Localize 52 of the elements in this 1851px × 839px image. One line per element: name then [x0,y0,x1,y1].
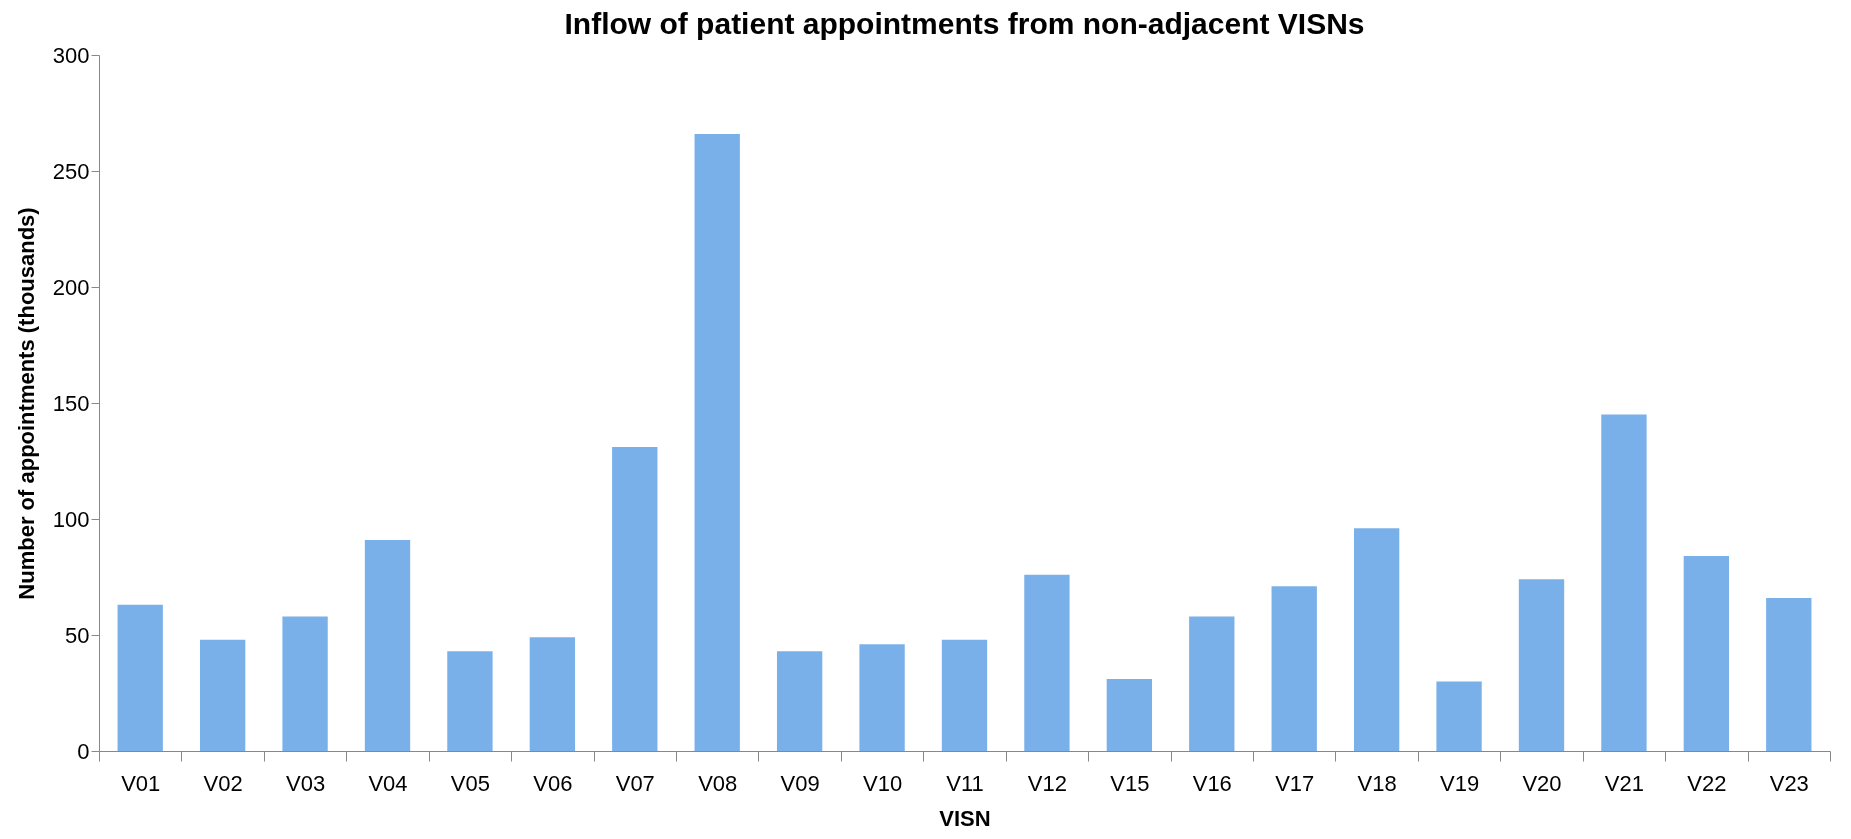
y-tick-label: 300 [52,42,90,68]
bar [1189,616,1235,751]
x-tick-label: V16 [1192,770,1232,796]
bar [364,539,411,751]
bar [117,604,163,751]
y-tick-label: 200 [52,274,90,300]
y-tick-label: 0 [77,738,90,764]
x-tick-label: V18 [1357,770,1397,796]
bar [1518,579,1565,751]
bar [776,651,823,751]
bar [199,639,246,751]
bar [694,133,740,751]
x-tick-label: V20 [1522,770,1562,796]
y-tick-label: 250 [52,158,90,184]
x-tick-label: V11 [946,770,984,796]
bar [1106,679,1153,751]
x-tick-label: V09 [780,770,820,796]
bar [1271,586,1317,751]
x-tick-label: V02 [203,770,243,796]
x-tick-label: V04 [368,770,408,796]
x-tick-label: V06 [533,770,573,796]
y-tick-label: 100 [52,506,90,532]
bar [612,447,658,751]
bar [529,637,576,751]
x-tick-label: V15 [1110,770,1150,796]
x-tick-label: V12 [1027,770,1068,796]
x-tick-label: V08 [698,770,738,796]
bar [1683,556,1730,751]
y-tick-label: 150 [52,390,90,416]
bar [447,651,493,751]
y-tick-label: 50 [65,622,90,648]
x-tick-label: V01 [121,770,161,796]
chart-title: Inflow of patient appointments from non-adjacent VISNs [564,7,1365,40]
bar [859,644,905,751]
x-tick-label: V10 [862,770,903,796]
x-axis-title: VISN [939,805,991,831]
bar [1766,597,1812,751]
x-tick-label: V19 [1439,770,1480,796]
y-axis-title: Number of appointments (thousands) [13,207,39,600]
bar [1436,681,1482,751]
x-tick-label: V22 [1687,770,1727,796]
bar [941,639,988,751]
x-tick-label: V17 [1275,770,1315,796]
bar [1024,574,1070,751]
x-tick-label: V23 [1769,770,1809,796]
bar [282,616,328,751]
x-tick-label: V03 [285,770,326,796]
bar [1601,414,1647,751]
x-tick-label: V07 [615,770,655,796]
x-tick-label: V05 [450,770,491,796]
bar [1353,528,1400,751]
x-tick-label: V21 [1604,770,1645,796]
